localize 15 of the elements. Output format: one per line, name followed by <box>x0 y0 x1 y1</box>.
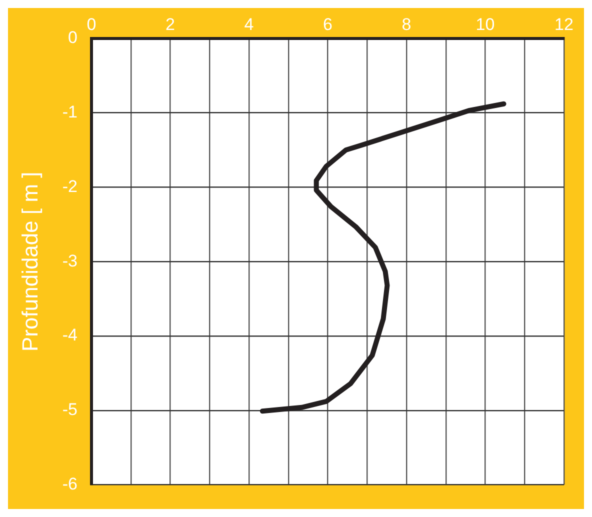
x-tick-label: 2 <box>166 14 175 34</box>
x-tick-label: 12 <box>554 14 574 34</box>
x-tick-label: 4 <box>244 14 254 34</box>
y-tick-label: -5 <box>62 400 78 420</box>
y-tick-label: -6 <box>62 474 78 494</box>
y-tick-label: -1 <box>62 102 78 122</box>
y-tick-label: -4 <box>62 326 78 345</box>
x-tick-label: 10 <box>476 14 495 34</box>
y-tick-label: 0 <box>68 28 78 48</box>
x-tick-label: 6 <box>323 14 332 34</box>
y-axis-title: Profundidade [ m ] <box>17 172 42 352</box>
y-tick-label: -2 <box>62 176 78 196</box>
y-tick-label: -3 <box>62 251 78 270</box>
x-tick-label: 0 <box>86 14 96 34</box>
x-tick-label: 8 <box>402 14 412 34</box>
